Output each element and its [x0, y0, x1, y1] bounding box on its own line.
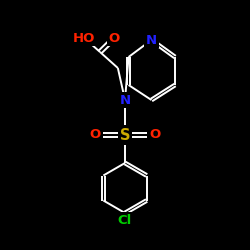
Text: N: N [146, 34, 157, 46]
Text: N: N [120, 94, 130, 106]
Text: O: O [90, 128, 101, 141]
Text: S: S [120, 128, 130, 142]
Text: HO: HO [73, 32, 96, 44]
Text: Cl: Cl [118, 214, 132, 226]
Text: O: O [109, 32, 120, 44]
Text: O: O [150, 128, 161, 141]
